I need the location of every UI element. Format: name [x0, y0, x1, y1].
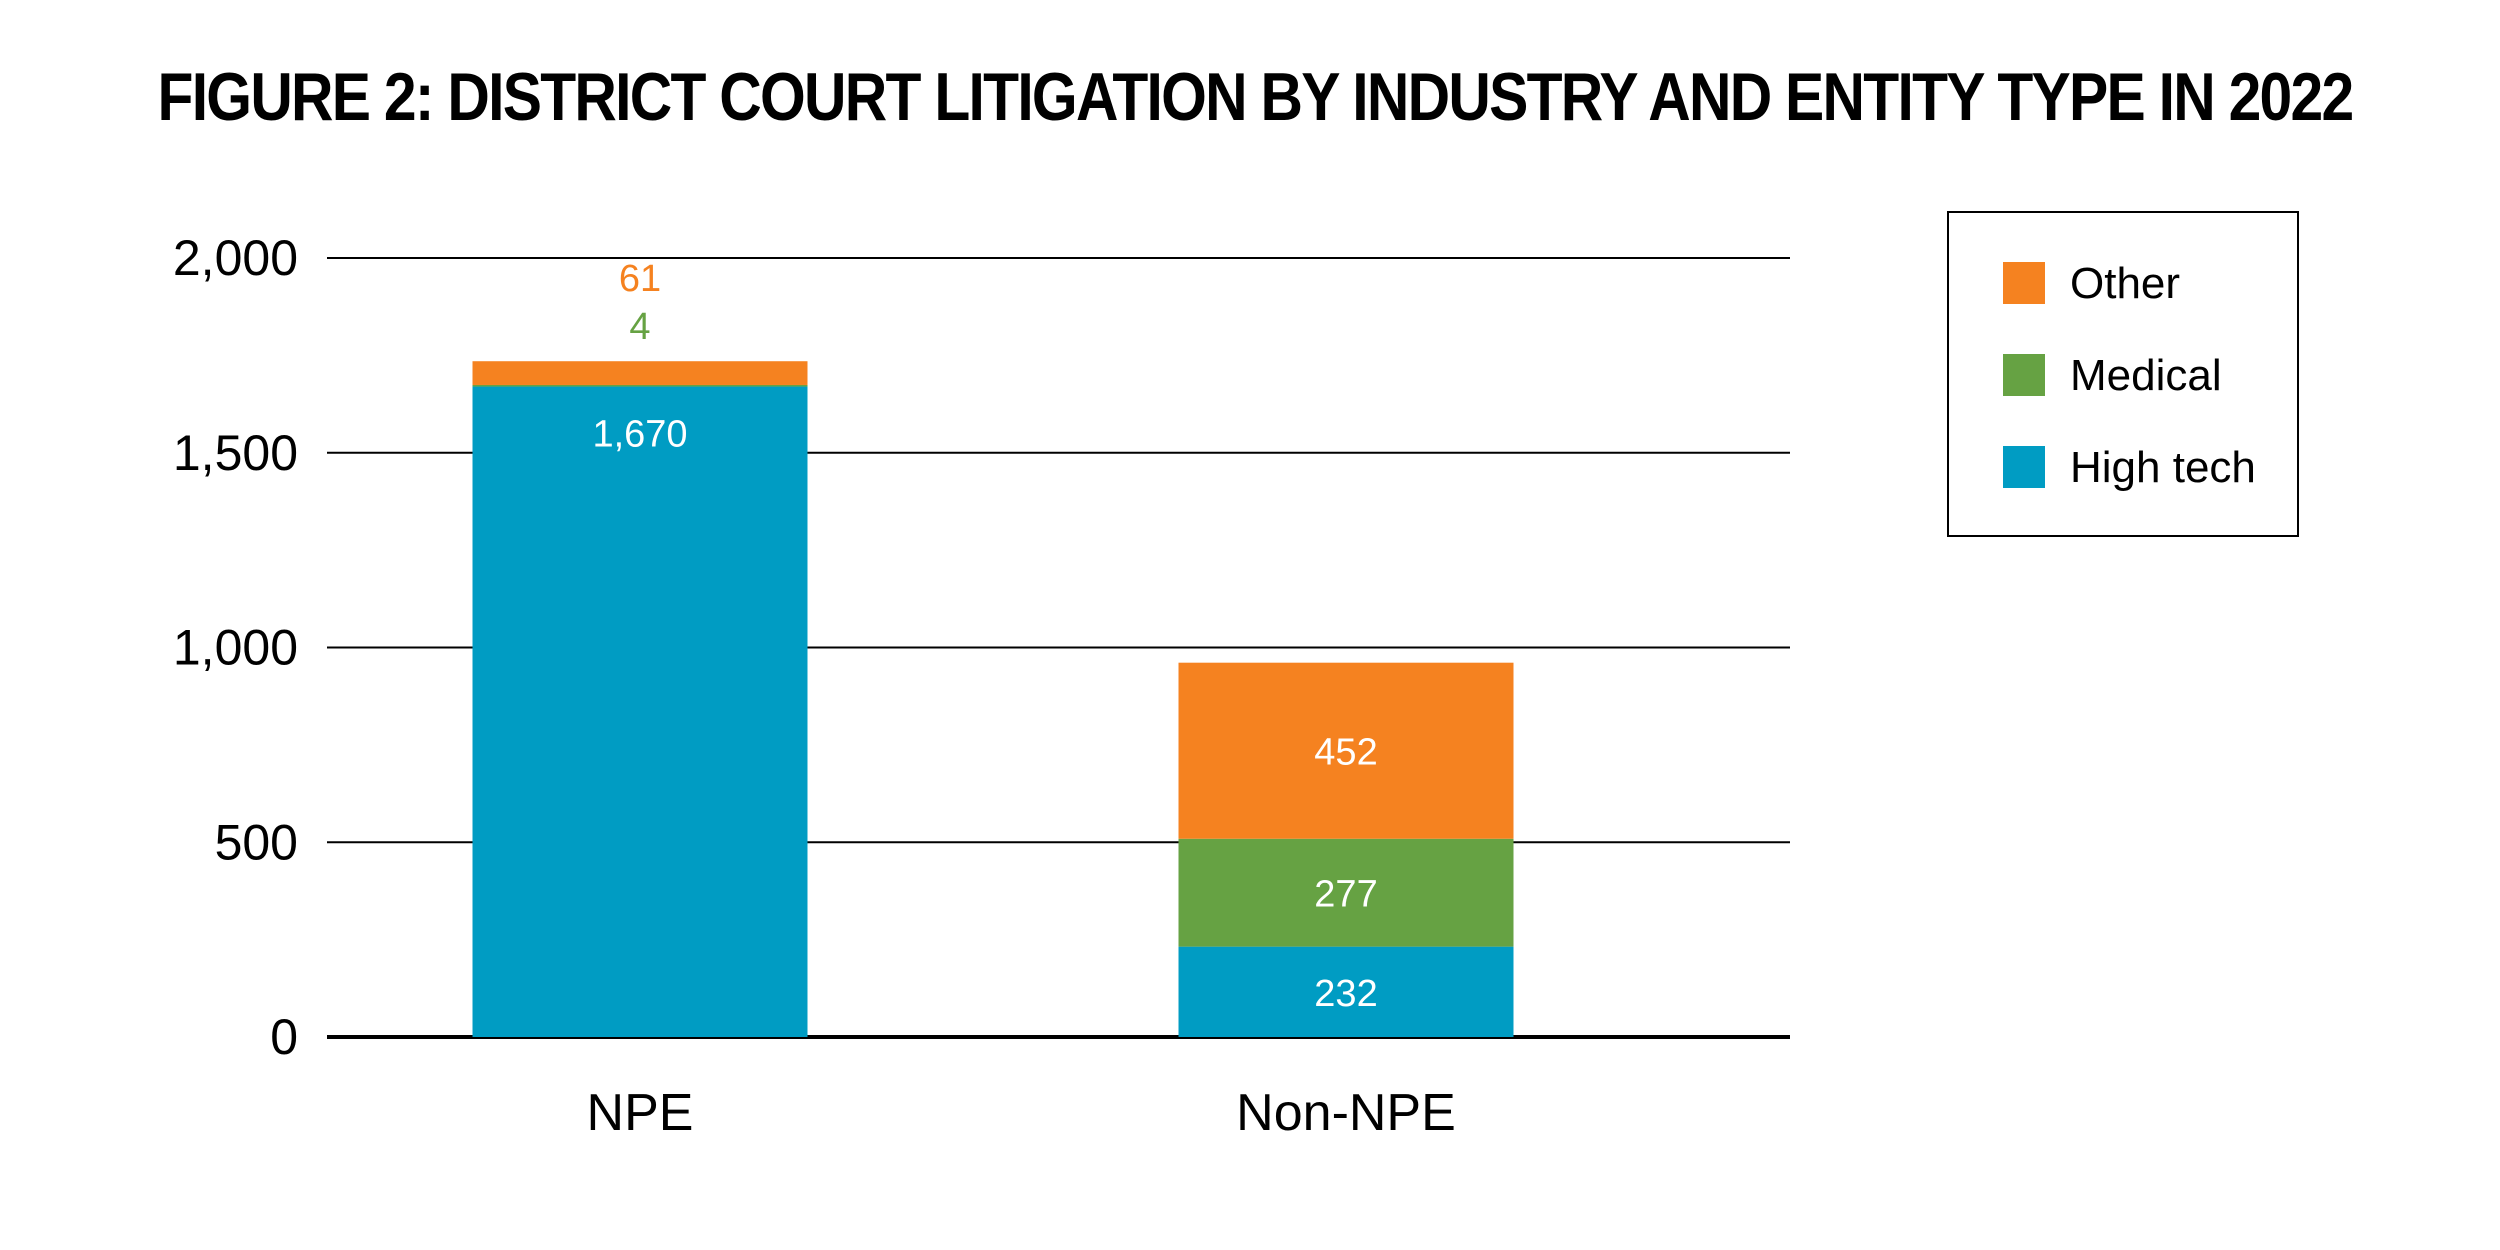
- x-axis-categories: NPE Non-NPE: [587, 1084, 1456, 1142]
- data-label: 4: [629, 306, 650, 348]
- y-tick-label: 1,000: [173, 620, 298, 676]
- data-label: 1,670: [592, 414, 687, 456]
- y-tick-label: 2,000: [173, 230, 298, 286]
- bar-segment-medical: [1178, 838, 1514, 947]
- category-label: Non-NPE: [1236, 1084, 1456, 1142]
- bars: 1,670 4 61 232 277 452: [472, 258, 1514, 1037]
- y-tick-label: 0: [270, 1009, 298, 1065]
- legend: Other Medical High tech: [1947, 211, 2299, 537]
- legend-swatch: [2003, 354, 2045, 396]
- data-label: 452: [1314, 732, 1377, 774]
- bar-segment-other: [472, 361, 808, 385]
- bar-segment-other: [1178, 662, 1514, 839]
- bar-segment-high-tech: [1178, 946, 1514, 1037]
- legend-swatch: [2003, 262, 2045, 304]
- y-tick-label: 1,500: [173, 425, 298, 481]
- chart-title: FIGURE 2: DISTRICT COURT LITIGATION BY I…: [158, 59, 2353, 135]
- data-label: 61: [619, 258, 661, 300]
- bar-segment-high-tech: [472, 386, 808, 1037]
- y-tick-label: 500: [215, 814, 298, 870]
- y-axis-ticks: 0 500 1,000 1,500 2,000: [173, 230, 298, 1065]
- data-label: 232: [1314, 973, 1377, 1015]
- bar-segment-medical: [472, 384, 808, 387]
- data-label: 277: [1314, 874, 1377, 916]
- category-label: NPE: [587, 1084, 694, 1142]
- legend-swatch: [2003, 446, 2045, 488]
- legend-label: Other: [2070, 259, 2180, 308]
- legend-label: High tech: [2070, 443, 2256, 492]
- legend-label: Medical: [2070, 351, 2222, 400]
